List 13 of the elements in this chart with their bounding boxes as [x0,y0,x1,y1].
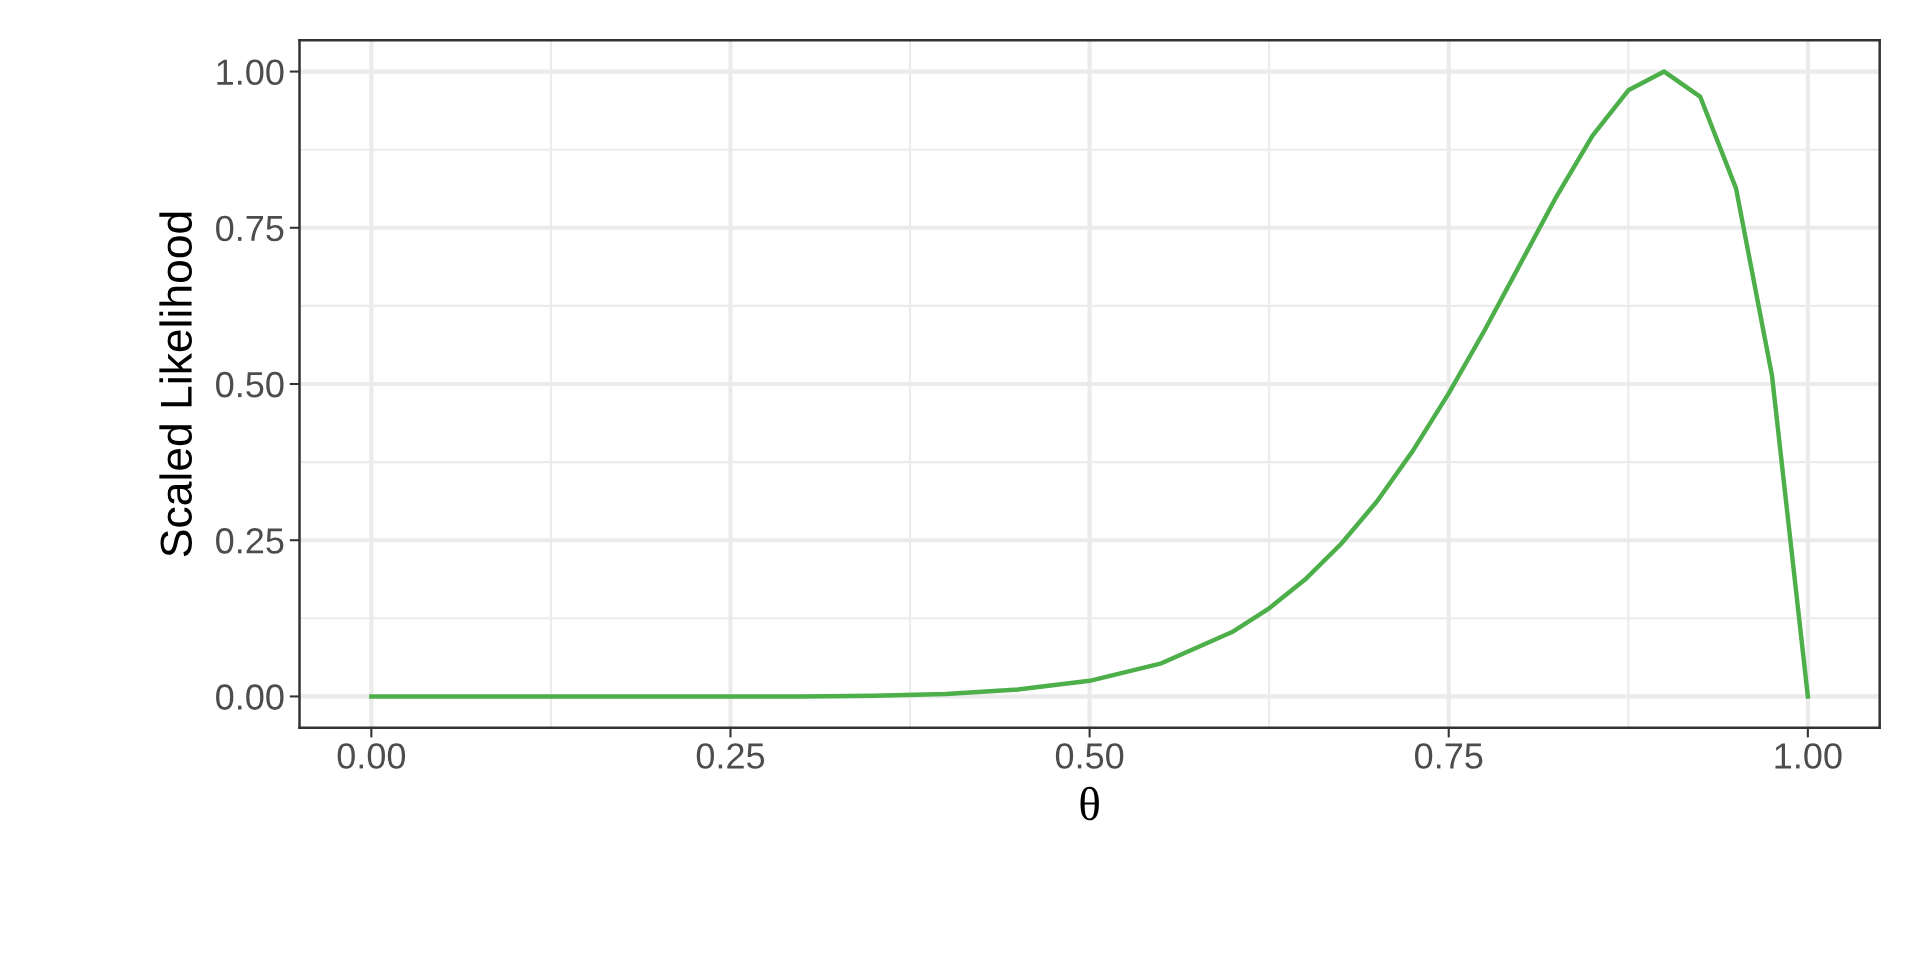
x-tick-label: 0.75 [1415,743,1483,769]
y-tick-label: 1.00 [217,59,284,85]
x-tick-label: 0.25 [696,743,765,769]
y-tick-label: 0.75 [216,215,284,242]
y-tick-label: 0.00 [216,684,284,710]
y-tick-label: 0.25 [216,528,284,554]
x-tick-label: 0.50 [1055,743,1124,769]
x-axis-title: θ [1080,786,1099,821]
line-series [369,69,1811,699]
x-tick-label: 0.00 [337,743,406,769]
x-tick-label: 1.00 [1775,743,1842,769]
y-tick-label: 0.50 [216,371,284,398]
y-axis-title: Scaled Likelihood [159,212,192,557]
